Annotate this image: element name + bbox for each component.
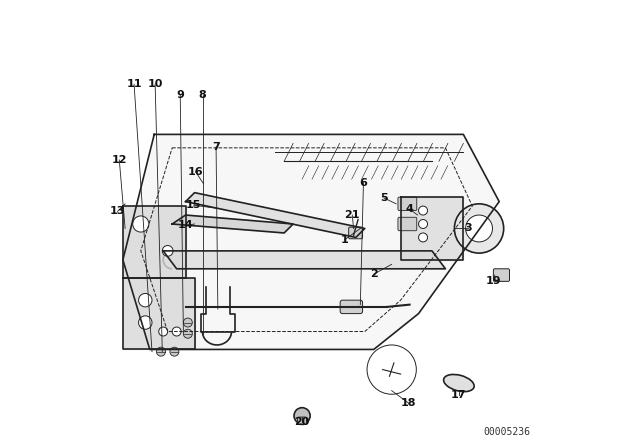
Text: 20: 20: [294, 417, 310, 427]
Text: 9: 9: [176, 90, 184, 100]
Polygon shape: [123, 134, 499, 349]
Polygon shape: [172, 215, 293, 233]
Text: 12: 12: [111, 155, 127, 165]
Circle shape: [159, 327, 168, 336]
Text: 17: 17: [451, 390, 467, 400]
Ellipse shape: [444, 375, 474, 392]
Text: 11: 11: [126, 79, 142, 89]
Circle shape: [184, 318, 192, 327]
Circle shape: [139, 293, 152, 307]
Polygon shape: [163, 251, 445, 269]
Text: 2: 2: [370, 269, 378, 279]
Circle shape: [419, 220, 428, 228]
FancyBboxPatch shape: [398, 217, 417, 231]
FancyBboxPatch shape: [349, 227, 362, 239]
FancyBboxPatch shape: [493, 269, 509, 281]
Circle shape: [170, 347, 179, 356]
Circle shape: [172, 327, 181, 336]
Circle shape: [419, 233, 428, 242]
Polygon shape: [401, 197, 463, 260]
Text: 00005236: 00005236: [484, 427, 531, 437]
Text: 8: 8: [199, 90, 207, 100]
FancyBboxPatch shape: [340, 300, 363, 314]
Circle shape: [163, 246, 173, 256]
Circle shape: [466, 215, 493, 242]
Circle shape: [294, 408, 310, 424]
FancyBboxPatch shape: [398, 197, 417, 211]
Circle shape: [454, 204, 504, 253]
Polygon shape: [123, 278, 195, 349]
Text: 14: 14: [178, 220, 193, 230]
Text: 19: 19: [486, 276, 502, 286]
Polygon shape: [123, 206, 186, 278]
Text: 18: 18: [401, 398, 417, 408]
FancyBboxPatch shape: [298, 417, 307, 424]
Text: 6: 6: [360, 178, 367, 188]
Text: 10: 10: [147, 79, 163, 89]
Text: 7: 7: [212, 142, 220, 152]
Text: 13: 13: [110, 207, 125, 216]
Text: 1: 1: [340, 235, 349, 245]
Circle shape: [184, 329, 192, 338]
Circle shape: [367, 345, 417, 394]
Text: 5: 5: [380, 193, 388, 203]
Text: 15: 15: [186, 200, 202, 210]
Polygon shape: [186, 193, 365, 237]
Circle shape: [157, 347, 165, 356]
Circle shape: [139, 316, 152, 329]
Text: 4: 4: [406, 204, 413, 214]
Circle shape: [419, 206, 428, 215]
Text: 3: 3: [464, 224, 472, 233]
Text: 21: 21: [344, 210, 360, 220]
Circle shape: [132, 216, 149, 232]
Text: 16: 16: [188, 167, 204, 177]
